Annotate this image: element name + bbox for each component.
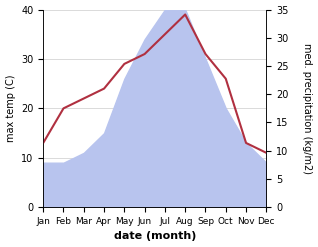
Y-axis label: med. precipitation (kg/m2): med. precipitation (kg/m2) — [302, 43, 313, 174]
Y-axis label: max temp (C): max temp (C) — [5, 75, 16, 142]
X-axis label: date (month): date (month) — [114, 231, 196, 242]
